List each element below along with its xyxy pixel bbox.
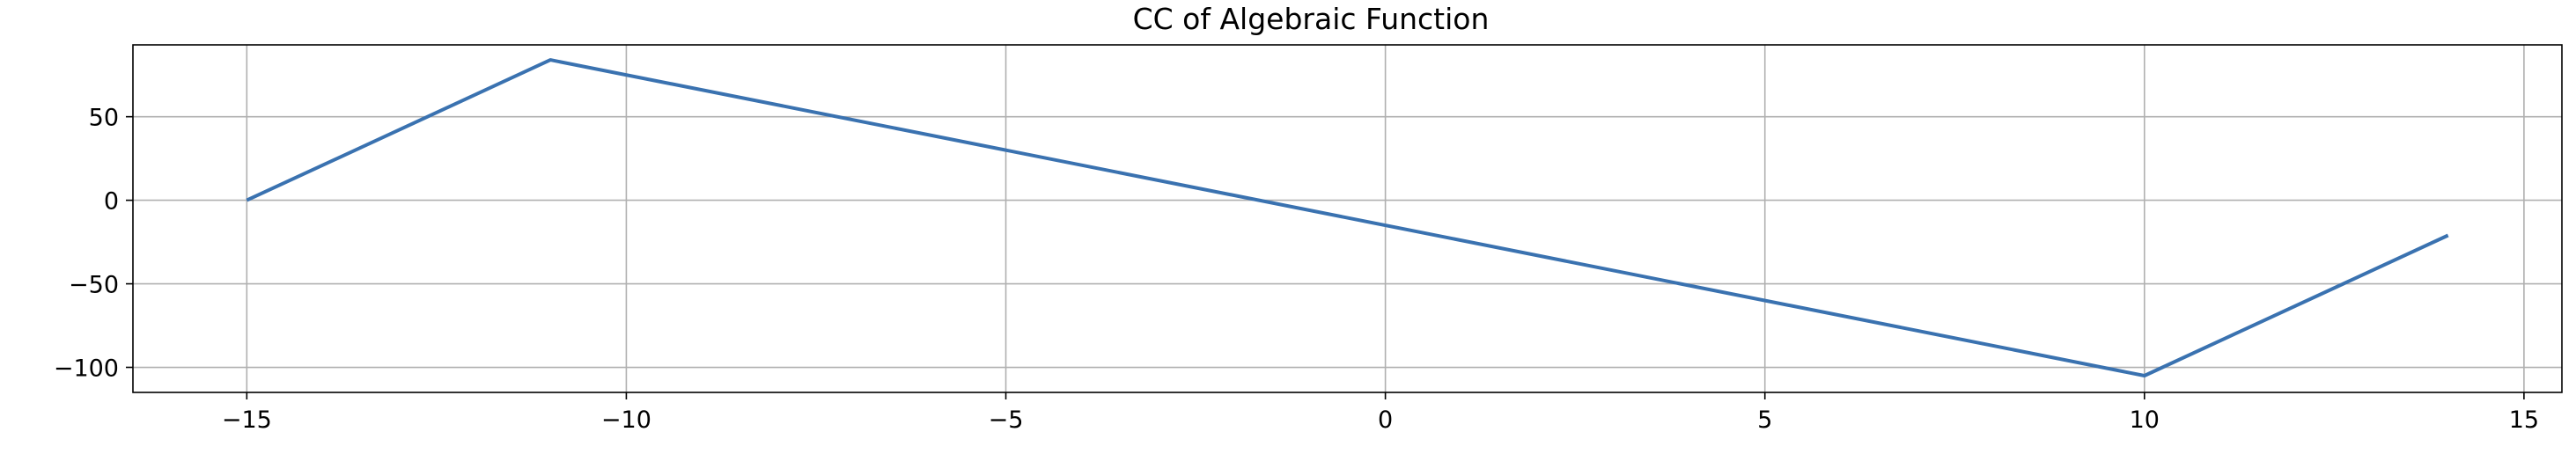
x-tick-label: −10	[601, 406, 651, 434]
x-axis: −15 −10 −5 0 5 10 15	[222, 392, 2539, 434]
chart-title: CC of Algebraic Function	[1133, 2, 1490, 36]
y-tick-label: 50	[89, 105, 119, 132]
plot-frame	[132, 44, 2563, 393]
x-tick-label: −5	[989, 406, 1024, 434]
x-tick-label: 5	[1757, 406, 1772, 434]
grid	[133, 45, 2562, 392]
series-line-0	[246, 58, 2449, 377]
x-tick-label: 10	[2130, 406, 2160, 434]
y-axis: 50 0 −50 −100	[54, 105, 133, 383]
y-tick-label: 0	[104, 188, 119, 216]
x-tick-label: 0	[1378, 406, 1393, 434]
x-tick-label: −15	[222, 406, 272, 434]
y-tick-label: −50	[69, 272, 119, 299]
y-tick-label: −100	[54, 355, 119, 383]
series-layer	[246, 58, 2449, 377]
x-tick-label: 15	[2509, 406, 2539, 434]
